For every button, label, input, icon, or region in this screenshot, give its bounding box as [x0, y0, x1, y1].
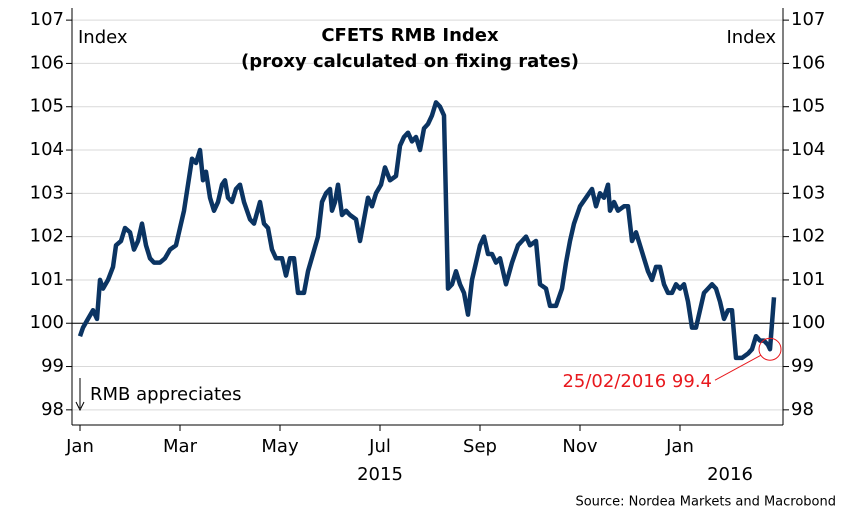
y2-tick-label: 101	[791, 269, 825, 290]
y-axis-label: Index	[78, 27, 128, 48]
x-tick-label: May	[261, 436, 299, 457]
annotation-label: 25/02/2016 99.4	[562, 371, 712, 392]
y2-axis-label: Index	[726, 27, 776, 48]
year-label: 2015	[357, 464, 403, 485]
line	[77, 100, 777, 361]
y2-tick-label: 102	[791, 226, 825, 247]
x-tick-label: Mar	[163, 436, 198, 457]
y-tick-label: 103	[30, 182, 64, 203]
y-tick-label: 106	[30, 52, 64, 73]
source: Source: Nordea Markets and Macrobond	[575, 495, 836, 510]
y-tick-label: 98	[41, 399, 64, 420]
x-tick-label: Sep	[463, 436, 497, 457]
year-label: 2016	[707, 464, 753, 485]
y-tick-label: 105	[30, 96, 64, 117]
y-tick-label: 99	[41, 356, 64, 377]
y2-tick-label: 106	[791, 52, 825, 73]
y2-tick-label: 98	[791, 399, 814, 420]
y2-tick-label: 103	[791, 182, 825, 203]
x-tick-label: Jan	[665, 436, 694, 457]
y-tick-label: 100	[30, 312, 64, 333]
annotation-circle	[758, 337, 782, 361]
y2-tick-label: 99	[791, 356, 814, 377]
x-tick-label: Nov	[562, 436, 597, 457]
y-tick-label: 101	[30, 269, 64, 290]
y2-tick-label: 104	[791, 139, 825, 160]
y-tick-label: 107	[30, 9, 64, 30]
y2-tick-label: 100	[791, 312, 825, 333]
chart-title: CFETS RMB Index	[321, 25, 499, 46]
arrow-head	[75, 401, 85, 412]
y2-tick-label: 105	[791, 96, 825, 117]
x-tick-label: Jan	[65, 436, 94, 457]
y-tick-label: 102	[30, 226, 64, 247]
chart-subtitle: (proxy calculated on fixing rates)	[241, 51, 579, 72]
arrow-note: RMB appreciates	[90, 384, 242, 405]
annotation-leader	[714, 354, 762, 381]
y2-tick-label: 107	[791, 9, 825, 30]
y-tick-label: 104	[30, 139, 64, 160]
x-tick-label: Jul	[368, 436, 391, 457]
